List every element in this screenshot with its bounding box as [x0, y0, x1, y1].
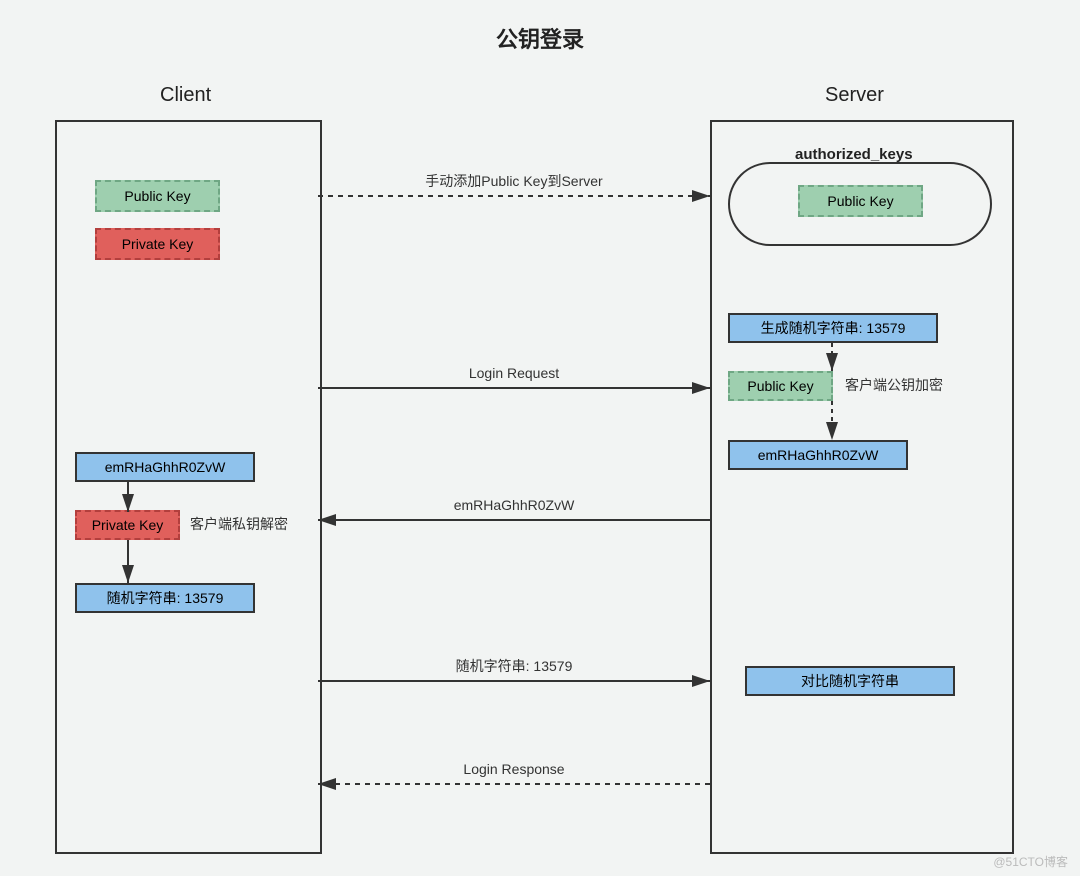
svg-text:emRHaGhhR0ZvW: emRHaGhhR0ZvW	[454, 497, 575, 513]
diagram-title: 公钥登录	[0, 22, 1080, 54]
svg-text:随机字符串: 13579: 随机字符串: 13579	[456, 658, 573, 674]
server-compare: 对比随机字符串	[745, 666, 955, 696]
client-random: 随机字符串: 13579	[75, 583, 255, 613]
svg-text:手动添加Public Key到Server: 手动添加Public Key到Server	[425, 173, 603, 189]
server-gen-random: 生成随机字符串: 13579	[728, 313, 938, 343]
server-public-key: Public Key	[798, 185, 923, 217]
client-encrypted: emRHaGhhR0ZvW	[75, 452, 255, 482]
svg-text:Login Response: Login Response	[463, 761, 564, 777]
client-public-key: Public Key	[95, 180, 220, 212]
client-private-key-2: Private Key	[75, 510, 180, 540]
client-lane-label: Client	[160, 84, 211, 107]
authorized-keys-label: authorized_keys	[795, 146, 913, 163]
svg-text:Login Request: Login Request	[469, 365, 559, 381]
server-public-key-2: Public Key	[728, 371, 833, 401]
server-encrypted: emRHaGhhR0ZvW	[728, 440, 908, 470]
server-lane-label: Server	[825, 84, 884, 107]
client-private-key: Private Key	[95, 228, 220, 260]
watermark: @51CTO博客	[993, 853, 1068, 870]
